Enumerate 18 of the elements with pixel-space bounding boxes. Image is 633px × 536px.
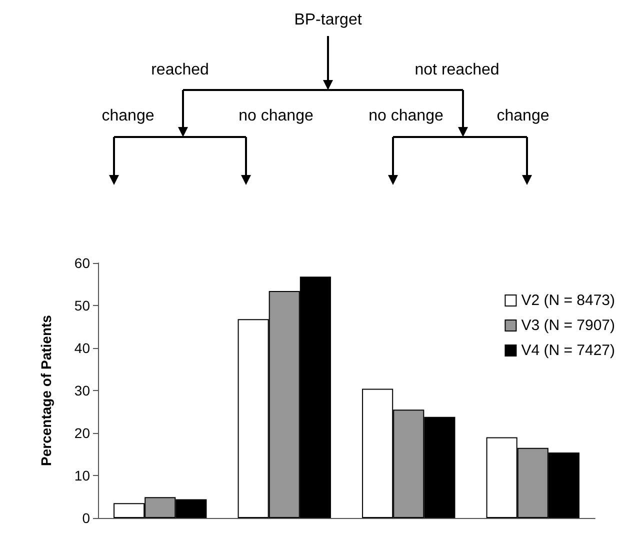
y-tick-label: 0 — [82, 510, 90, 526]
text: change — [102, 108, 154, 124]
text: no change — [368, 108, 444, 124]
text: reached — [151, 62, 209, 78]
text: no change — [238, 108, 314, 124]
text: not reached — [414, 62, 500, 78]
text: change — [496, 108, 550, 124]
y-axis-title: Percentage of Patients — [38, 314, 54, 466]
legend-label: V3 (N = 7907) — [521, 317, 616, 334]
text: BP-target — [294, 12, 362, 28]
legend-label: V4 (N = 7427) — [521, 342, 616, 359]
y-tick-label: 50 — [74, 298, 90, 314]
y-tick-label: 20 — [74, 425, 90, 441]
y-tick-label: 60 — [74, 255, 90, 271]
y-tick-label: 10 — [74, 468, 90, 484]
y-tick-label: 30 — [74, 382, 90, 398]
y-tick-label: 40 — [74, 340, 90, 356]
legend-label: V2 (N = 8473) — [521, 292, 616, 309]
